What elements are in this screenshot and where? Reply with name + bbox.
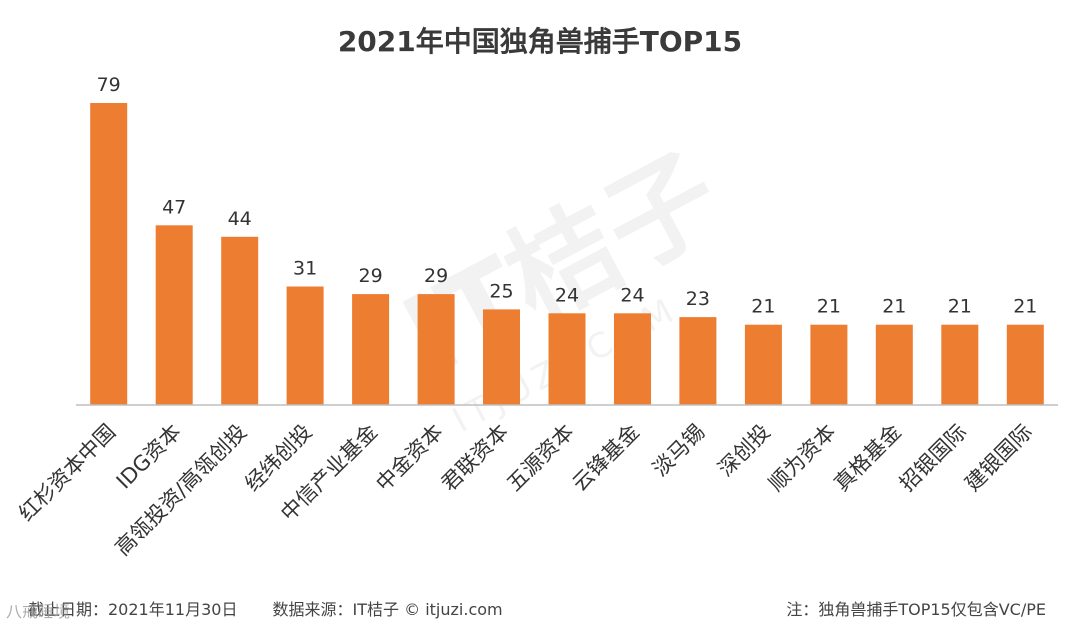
category-labels-group: 红杉资本中国IDG资本高瓴投资/高瓴创投经纬创投中信产业基金中金资本君联资本五源… <box>14 420 1037 561</box>
category-label-14: 招银国际 <box>895 420 971 496</box>
bar-9 <box>614 313 651 405</box>
bar-7 <box>483 309 520 405</box>
value-label-11: 21 <box>751 296 775 318</box>
bar-1 <box>90 103 128 405</box>
bar-13 <box>875 324 913 405</box>
footer-left: 截止日期：2021年11月30日 数据来源：IT桔子 © itjuzi.com <box>28 596 533 620</box>
value-label-3: 44 <box>228 208 252 230</box>
category-label-10: 淡马锡 <box>648 420 710 482</box>
category-label-1: 红杉资本中国 <box>14 420 120 526</box>
value-label-10: 23 <box>686 288 710 310</box>
footer-note: 注：独角兽捕手TOP15仅包含VC/PE <box>786 600 1046 619</box>
bar-2 <box>155 225 193 405</box>
value-label-4: 31 <box>293 258 317 280</box>
bar-10 <box>679 317 717 405</box>
value-label-6: 29 <box>424 265 448 287</box>
category-label-6: 中金资本 <box>371 420 447 496</box>
bar-12 <box>810 324 848 405</box>
value-label-8: 24 <box>555 284 579 306</box>
chart-title: 2021年中国独角兽捕手TOP15 <box>337 25 743 58</box>
value-label-7: 25 <box>489 280 513 302</box>
bar-6 <box>417 294 455 405</box>
value-label-13: 21 <box>882 296 906 318</box>
value-label-9: 24 <box>620 284 644 306</box>
value-labels-group: 79 47 44 31 29 29 25 24 24 23 21 21 21 21 21 <box>97 74 1038 318</box>
value-label-12: 21 <box>817 296 841 318</box>
bar-5 <box>352 294 390 405</box>
corner-watermark: 八戒睡境 <box>6 602 71 621</box>
bar-11 <box>744 324 782 405</box>
footer-source: 数据来源：IT桔子 © itjuzi.com <box>272 600 503 619</box>
bar-4 <box>286 286 324 405</box>
category-label-8: 五源资本 <box>502 420 578 496</box>
category-label-13: 真格基金 <box>829 420 905 496</box>
bar-3 <box>221 236 259 405</box>
category-label-15: 建银国际 <box>960 420 1036 496</box>
category-label-7: 君联资本 <box>437 420 513 496</box>
category-label-12: 顺为资本 <box>764 420 840 496</box>
category-label-11: 深创投 <box>713 420 775 482</box>
bars-group <box>90 103 1044 405</box>
bar-15 <box>1006 324 1044 405</box>
value-label-15: 21 <box>1013 296 1037 318</box>
bar-8 <box>548 313 586 405</box>
value-label-1: 79 <box>97 74 121 96</box>
footer-date: 截止日期：2021年11月30日 <box>28 600 238 619</box>
value-label-2: 47 <box>162 196 186 218</box>
bar-14 <box>941 324 979 405</box>
value-label-14: 21 <box>948 296 972 318</box>
value-label-5: 29 <box>359 265 383 287</box>
category-label-9: 云锋基金 <box>568 420 644 496</box>
